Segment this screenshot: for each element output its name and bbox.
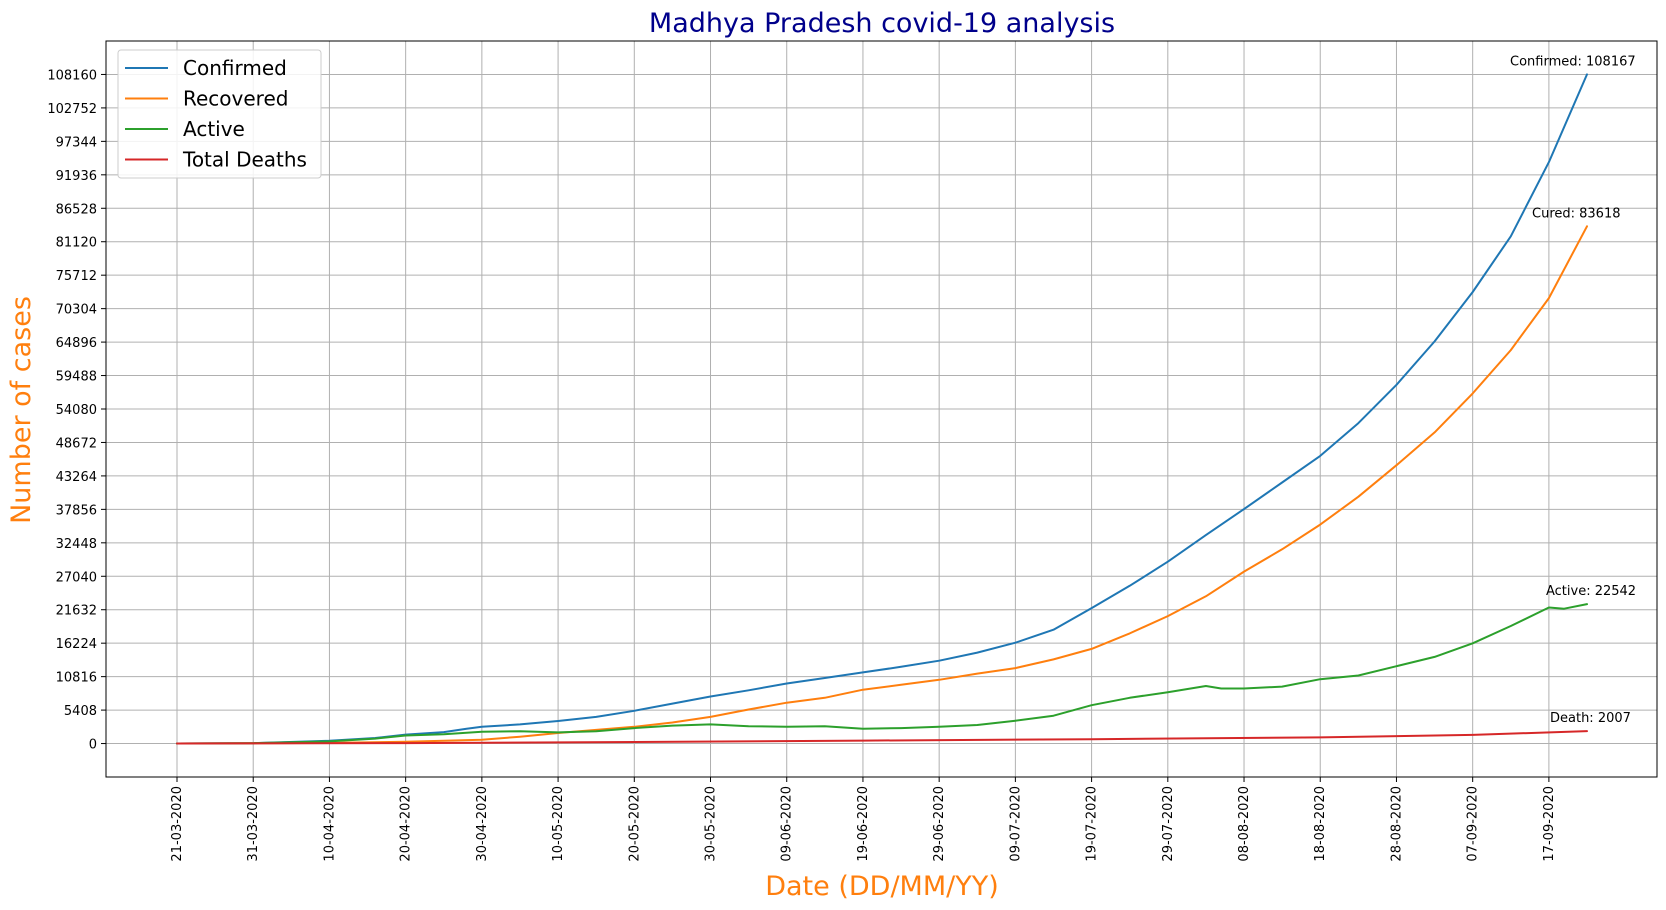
- y-tick-label: 54080: [56, 403, 97, 418]
- x-tick-label: 09-06-2020: [780, 786, 795, 862]
- x-tick-label: 19-06-2020: [856, 786, 871, 862]
- y-tick-label: 5408: [64, 704, 97, 719]
- x-tick-label: 10-04-2020: [322, 786, 337, 862]
- series-line-total-deaths: [176, 730, 1588, 745]
- y-tick-label: 70304: [56, 303, 97, 318]
- x-axis-ticks: 21-03-2020 31-03-2020 10-04-2020 20-04-2020…: [170, 777, 1557, 862]
- data-annotation: Confirmed: 108167: [1510, 54, 1636, 69]
- y-tick-label: 0: [89, 738, 97, 753]
- chart-title: Madhya Pradesh covid-19 analysis: [649, 8, 1115, 39]
- y-tick-label: 59488: [56, 370, 97, 385]
- legend-label: Recovered: [183, 87, 288, 111]
- y-tick-label: 21632: [56, 604, 97, 619]
- legend-label: Total Deaths: [182, 148, 307, 172]
- data-annotation: Cured: 83618: [1532, 206, 1621, 221]
- x-tick-label: 08-08-2020: [1237, 786, 1252, 862]
- y-tick-label: 10816: [56, 671, 97, 686]
- y-tick-label: 91936: [56, 169, 97, 184]
- y-tick-label: 32448: [56, 537, 97, 552]
- y-tick-label: 27040: [56, 570, 97, 585]
- legend-label: Active: [183, 117, 245, 141]
- y-tick-label: 16224: [56, 637, 97, 652]
- y-tick-label: 81120: [56, 236, 97, 251]
- y-tick-label: 48672: [56, 436, 97, 451]
- x-tick-label: 17-09-2020: [1542, 786, 1557, 862]
- legend: Confirmed Recovered Active Total Deaths: [117, 49, 322, 179]
- y-tick-label: 108160: [47, 68, 97, 83]
- legend-label: Confirmed: [183, 56, 287, 80]
- x-tick-label: 07-09-2020: [1466, 786, 1481, 862]
- x-tick-label: 10-05-2020: [551, 786, 566, 862]
- y-axis-label: Number of cases: [6, 296, 37, 524]
- x-tick-label: 21-03-2020: [170, 786, 185, 862]
- legend-box: [117, 49, 322, 179]
- x-tick-label: 31-03-2020: [246, 786, 261, 862]
- grid: [106, 41, 1657, 777]
- x-tick-label: 20-04-2020: [399, 786, 414, 862]
- x-tick-label: 28-08-2020: [1389, 786, 1404, 862]
- x-axis-label: Date (DD/MM/YY): [765, 871, 999, 902]
- x-tick-label: 29-06-2020: [932, 786, 947, 862]
- x-tick-label: 20-05-2020: [627, 786, 642, 862]
- y-tick-label: 64896: [56, 336, 97, 351]
- x-tick-label: 30-04-2020: [475, 786, 490, 862]
- y-tick-label: 37856: [56, 503, 97, 518]
- x-tick-label: 30-05-2020: [704, 786, 719, 862]
- y-tick-label: 75712: [56, 269, 97, 284]
- series-line-confirmed: [176, 73, 1588, 745]
- x-tick-label: 19-07-2020: [1085, 786, 1100, 862]
- series-lines: [176, 73, 1588, 745]
- y-tick-label: 102752: [47, 102, 97, 117]
- annotations: Confirmed: 108167 Cured: 83618 Active: 225…: [1510, 54, 1636, 726]
- plot-frame: [105, 40, 1658, 778]
- data-annotation: Active: 22542: [1546, 584, 1636, 599]
- series-line-active: [176, 603, 1588, 745]
- y-tick-label: 86528: [56, 202, 97, 217]
- data-annotation: Death: 2007: [1550, 711, 1631, 726]
- x-tick-label: 18-08-2020: [1313, 786, 1328, 862]
- x-tick-label: 09-07-2020: [1008, 786, 1023, 862]
- y-axis-ticks: 0 5408 10816 16224 21632 27040 32448 37856 43264…: [47, 68, 106, 753]
- y-tick-label: 43264: [56, 470, 97, 485]
- y-tick-label: 97344: [56, 135, 97, 150]
- x-tick-label: 29-07-2020: [1161, 786, 1176, 862]
